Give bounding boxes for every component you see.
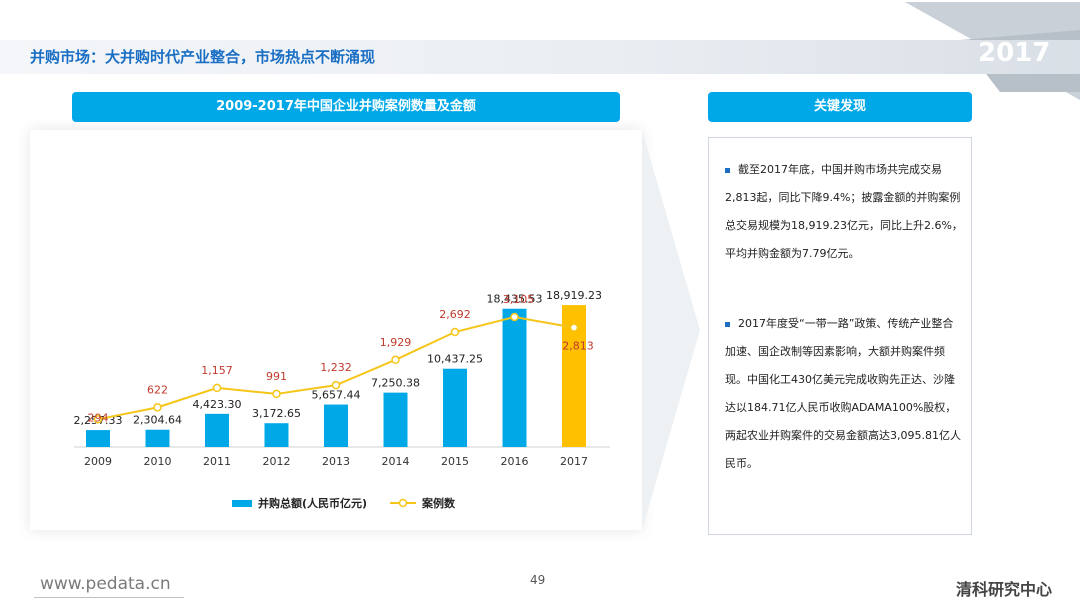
x-tick-label: 2011	[203, 455, 231, 468]
page-title: 并购市场：大并购时代产业整合，市场热点不断涌现	[30, 48, 376, 66]
x-tick-label: 2012	[263, 455, 291, 468]
title-bar	[0, 40, 1080, 74]
footer-url[interactable]: www.pedata.cn	[40, 574, 171, 594]
legend-bar-label: 并购总额(人民币亿元)	[258, 496, 367, 510]
finding-text: 截至2017年底，中国并购市场共完成交易2,813起，同比下降9.4%；披露金额…	[725, 163, 963, 260]
brand-logo: 清科研究中心	[956, 580, 1053, 599]
bar	[145, 429, 170, 447]
legend-bar-swatch	[232, 500, 252, 507]
line-point	[331, 380, 341, 390]
line-point	[93, 415, 103, 424]
legend-line-marker	[398, 498, 408, 508]
bar	[443, 368, 467, 447]
bar	[502, 308, 527, 447]
line-point	[510, 312, 519, 322]
chart-panel: 20092,257.3320102,304.6420114,423.302012…	[30, 130, 642, 530]
bullet-icon	[725, 167, 730, 173]
bar	[205, 413, 229, 447]
count-label: 294	[88, 411, 109, 424]
bar-value-label: 2,304.64	[133, 414, 182, 427]
finding-item: 2017年度受“一带一路”政策、传统产业整合加速、国企改制等因素影响，大额并购案…	[725, 310, 963, 478]
key-findings-header: 关键发现	[708, 92, 972, 122]
finding-item: 截至2017年底，中国并购市场共完成交易2,813起，同比下降9.4%；披露金额…	[725, 156, 963, 268]
chart-title: 2009-2017年中国企业并购案例数量及金额	[72, 92, 620, 122]
bullet-icon	[725, 321, 730, 327]
finding-text: 2017年度受“一带一路”政策、传统产业整合加速、国企改制等因素影响，大额并购案…	[725, 317, 961, 470]
bar	[324, 404, 348, 447]
chart-svg: 20092,257.3320102,304.6420114,423.302012…	[74, 289, 610, 510]
bar-value-label: 10,437.25	[427, 353, 483, 366]
bar-value-label: 5,657.44	[312, 389, 361, 402]
year-badge: 2017	[978, 38, 1051, 68]
bar-value-label: 18,435.53	[487, 293, 543, 306]
line-point	[569, 323, 579, 332]
count-label: 2,692	[439, 308, 471, 321]
key-findings-box: 截至2017年底，中国并购市场共完成交易2,813起，同比下降9.4%；披露金额…	[708, 137, 972, 535]
x-tick-label: 2016	[501, 455, 529, 468]
line-point	[212, 383, 222, 393]
footer-divider	[34, 597, 184, 598]
bar	[264, 423, 289, 447]
bar	[383, 392, 408, 447]
x-tick-label: 2014	[382, 455, 410, 468]
line-point	[153, 403, 162, 412]
count-label: 3,105	[503, 293, 535, 306]
x-tick-label: 2010	[144, 455, 172, 468]
count-label: 1,232	[320, 361, 352, 374]
line-point	[272, 389, 281, 399]
line-point	[391, 355, 400, 365]
bar-value-label: 4,423.30	[193, 398, 242, 411]
count-label: 1,157	[201, 364, 233, 377]
count-label: 622	[147, 383, 168, 396]
bar	[86, 430, 110, 447]
count-label: 1,929	[380, 336, 412, 349]
x-tick-label: 2013	[322, 455, 350, 468]
legend-line-label: 案例数	[421, 496, 456, 510]
x-tick-label: 2017	[560, 455, 588, 468]
bar-value-label: 3,172.65	[252, 407, 301, 420]
x-tick-label: 2009	[84, 455, 112, 468]
page-number: 49	[530, 573, 546, 587]
bar-value-label: 7,250.38	[371, 377, 420, 390]
line-point	[450, 327, 460, 337]
bar-value-label: 18,919.23	[546, 289, 602, 302]
count-label: 991	[266, 370, 287, 383]
x-tick-label: 2015	[441, 455, 469, 468]
count-label: 2,813	[562, 340, 594, 353]
